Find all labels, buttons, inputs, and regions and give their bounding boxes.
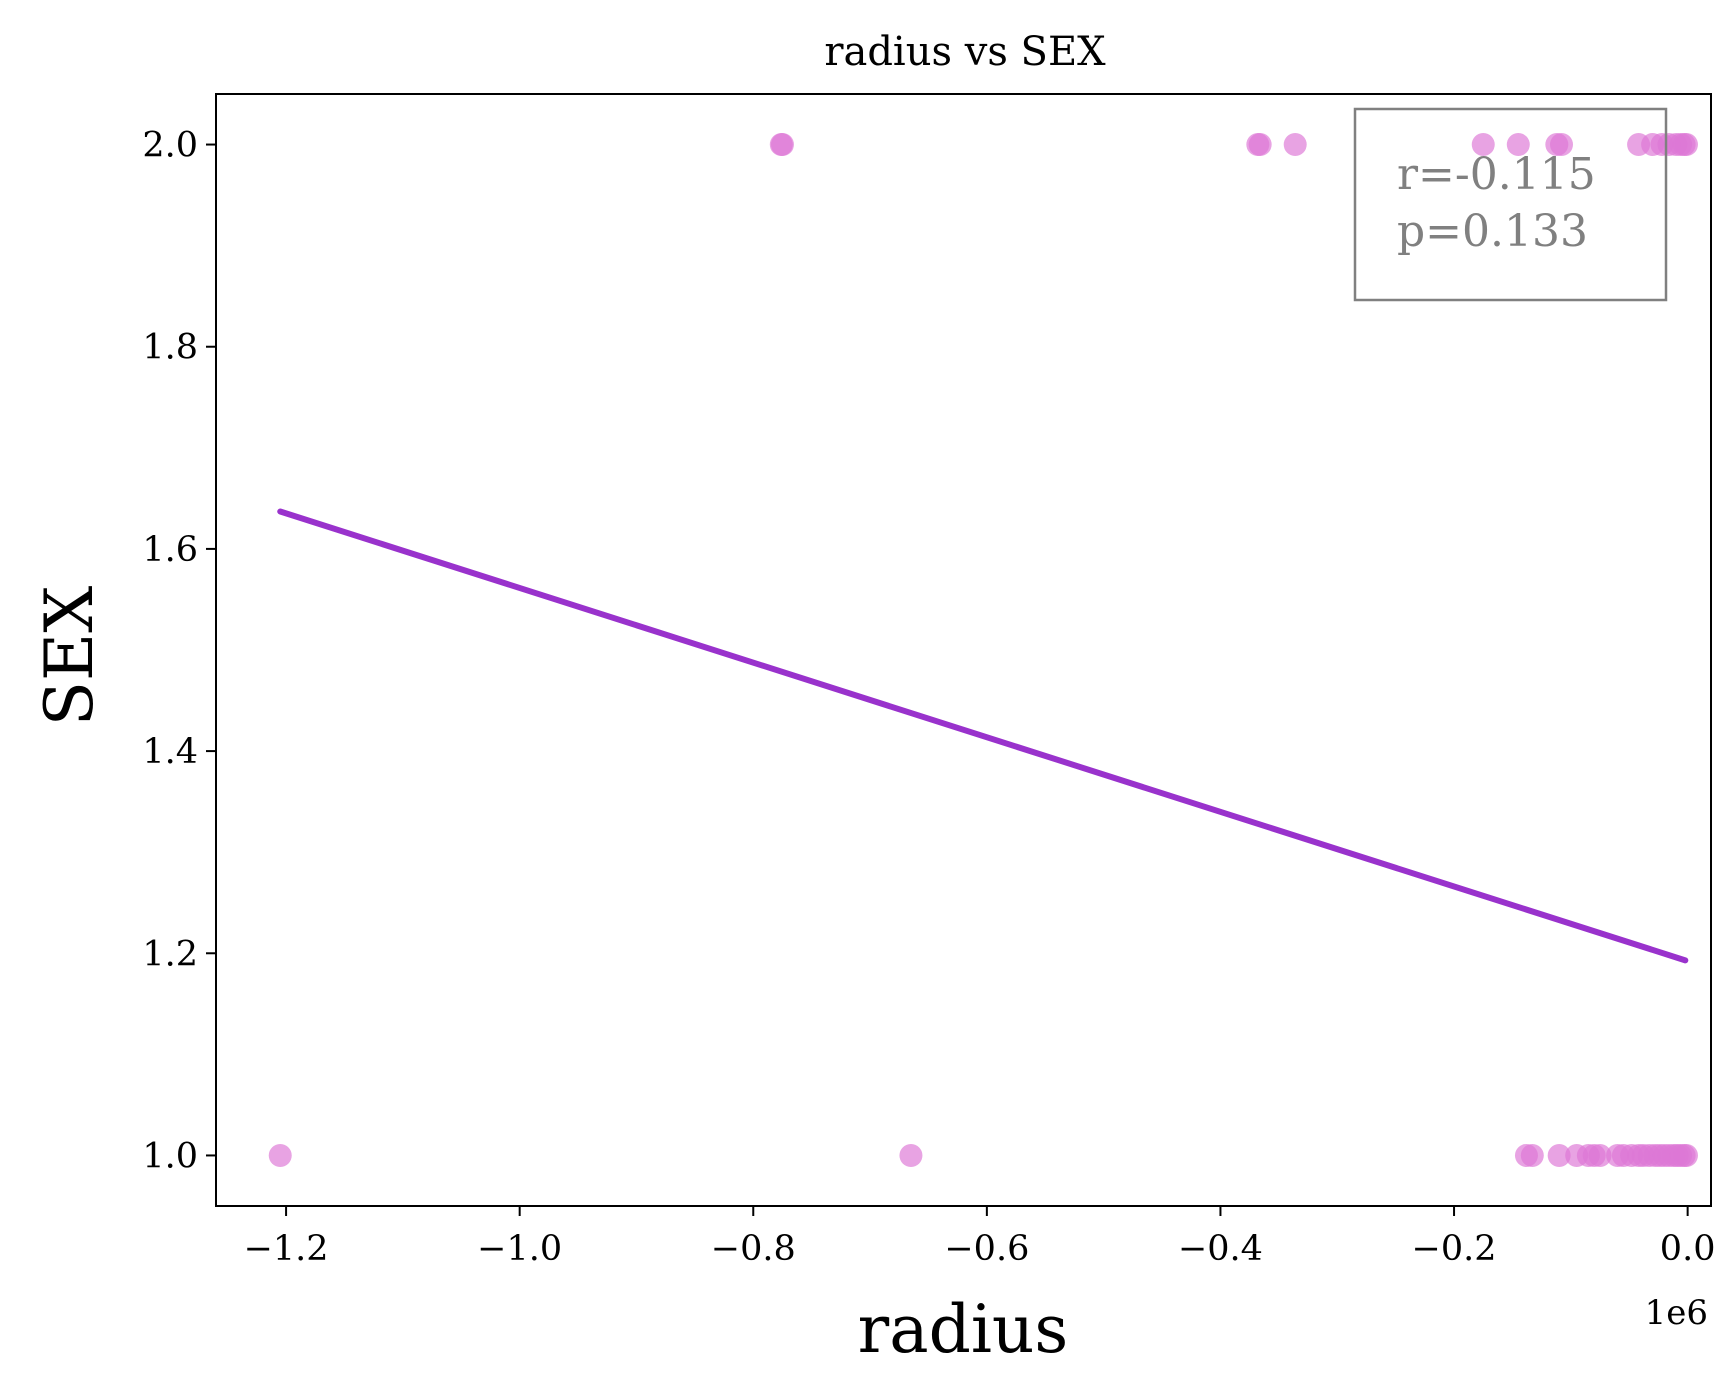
scatter-point bbox=[1520, 1143, 1544, 1167]
stats-annotation: r=-0.115 p=0.133 bbox=[1353, 107, 1668, 302]
chart-title: radius vs SEX bbox=[824, 29, 1106, 75]
y-tick-label: 2.0 bbox=[142, 126, 198, 166]
annotation-r: r=-0.115 bbox=[1397, 149, 1596, 200]
scatter-point bbox=[1547, 1143, 1571, 1167]
scatter-point bbox=[1674, 1143, 1698, 1167]
y-tick-label: 1.2 bbox=[142, 934, 198, 974]
x-tick-label: −1.2 bbox=[244, 1229, 329, 1269]
x-tick-label: −1.0 bbox=[477, 1229, 562, 1269]
x-tick-label: −0.4 bbox=[1178, 1229, 1263, 1269]
scatter-point bbox=[770, 133, 794, 157]
x-axis-label: radius bbox=[858, 1291, 1069, 1368]
scatter-point bbox=[1674, 133, 1698, 157]
x-offset-label: 1e6 bbox=[1645, 1293, 1708, 1333]
scatter-point bbox=[1550, 133, 1573, 157]
y-tick-label: 1.0 bbox=[142, 1136, 198, 1176]
y-tick-label: 1.4 bbox=[142, 732, 198, 772]
annotation-p: p=0.133 bbox=[1397, 206, 1588, 257]
fit-line bbox=[277, 508, 1689, 964]
y-tick-label: 1.8 bbox=[142, 328, 198, 368]
x-axis: −1.2 −1.0 −0.8 −0.6 −0.4 −0.2 0.0 bbox=[244, 1206, 1716, 1269]
x-tick-label: −0.8 bbox=[711, 1229, 796, 1269]
scatter-point bbox=[1471, 133, 1495, 157]
x-tick-label: −0.6 bbox=[944, 1229, 1029, 1269]
y-axis-label: SEX bbox=[31, 586, 108, 726]
scatter-point bbox=[1283, 133, 1307, 157]
scatter-point bbox=[268, 1143, 292, 1167]
scatter-point bbox=[899, 1143, 923, 1167]
scatter-point bbox=[1588, 1143, 1612, 1167]
fit-line-group bbox=[277, 508, 1689, 964]
scatter-point bbox=[1506, 133, 1530, 157]
x-tick-label: 0.0 bbox=[1660, 1229, 1716, 1269]
scatter-point bbox=[1248, 133, 1272, 157]
y-axis: 1.0 1.2 1.4 1.6 1.8 2.0 bbox=[142, 126, 216, 1176]
annotation-border bbox=[1353, 107, 1668, 302]
y-tick-label: 1.6 bbox=[142, 530, 198, 570]
scatter-points bbox=[268, 133, 1698, 1167]
plot-area-frame bbox=[215, 93, 1712, 1207]
x-tick-label: −0.2 bbox=[1412, 1229, 1497, 1269]
